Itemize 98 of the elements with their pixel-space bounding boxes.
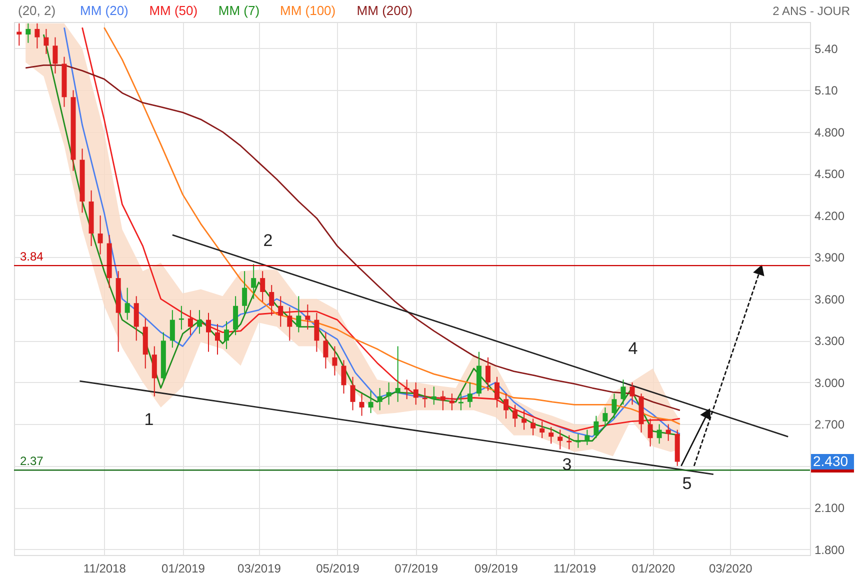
y-tick-label: 3.600 xyxy=(814,292,845,306)
candlestick xyxy=(540,420,545,439)
x-tick-label: 07/2019 xyxy=(394,562,438,576)
ref-line-label: 2.37 xyxy=(20,454,44,468)
candlestick xyxy=(630,382,635,406)
candlestick xyxy=(458,393,464,411)
candlestick xyxy=(584,429,590,446)
candlestick xyxy=(449,393,454,411)
candlestick xyxy=(404,379,410,400)
text: MM (200) xyxy=(356,3,412,18)
candlestick xyxy=(548,426,554,444)
series-label: MM (20) xyxy=(80,3,128,18)
candlestick xyxy=(368,390,374,414)
candlestick xyxy=(124,287,130,320)
candlestick xyxy=(16,22,22,46)
x-tick-label: 01/2019 xyxy=(162,562,206,576)
text: MM (7) xyxy=(218,3,260,18)
candlestick xyxy=(494,376,500,408)
candlestick xyxy=(134,296,139,342)
candlestick xyxy=(467,382,472,408)
candlestick xyxy=(422,388,428,408)
candlestick xyxy=(395,346,400,402)
candlestick xyxy=(34,22,40,49)
candlestick xyxy=(612,393,617,420)
x-tick-label: 05/2019 xyxy=(316,562,360,576)
candlestick xyxy=(377,388,382,411)
candlestick xyxy=(269,284,274,316)
x-tick-label: 09/2019 xyxy=(474,562,518,576)
candlestick xyxy=(242,270,248,314)
candlestick xyxy=(413,382,418,406)
candlestick xyxy=(260,270,266,302)
text: 2 ANS - JOUR xyxy=(772,4,850,18)
candlestick xyxy=(350,376,356,411)
candlestick xyxy=(602,406,608,428)
candlestick xyxy=(52,36,58,74)
y-tick-label: 5.40 xyxy=(814,42,838,56)
ref-line-label: 3.84 xyxy=(20,250,44,264)
y-tick-label: 4.200 xyxy=(814,208,845,223)
y-tick-label: 4.500 xyxy=(814,167,845,182)
y-tick-label: 2.100 xyxy=(814,501,845,516)
y-tick-label: 2.700 xyxy=(814,418,845,432)
candlestick xyxy=(287,306,292,342)
candlestick xyxy=(576,433,581,448)
x-tick-label: 11/2019 xyxy=(554,562,596,576)
x-tick-label: 03/2020 xyxy=(708,562,753,576)
candlestick xyxy=(314,312,320,352)
candlestick xyxy=(278,296,284,328)
text: MM (50) xyxy=(149,3,198,18)
annotation: 3 xyxy=(562,455,572,474)
candlestick xyxy=(648,418,653,447)
x-tick-label: 11/2018 xyxy=(83,562,126,576)
candlestick xyxy=(386,382,392,406)
annotation: 1 xyxy=(144,410,154,429)
x-tick-label: 01/2020 xyxy=(632,562,676,576)
candlestick xyxy=(178,305,184,330)
candlestick xyxy=(512,404,518,428)
annotation: 2 xyxy=(263,231,273,250)
candlestick xyxy=(620,379,626,406)
candlestick xyxy=(305,304,310,330)
candlestick xyxy=(666,424,671,442)
candlestick xyxy=(251,264,256,300)
candlestick xyxy=(233,296,238,336)
candlestick xyxy=(224,320,230,350)
candlestick xyxy=(341,360,346,394)
y-tick-label: 1.800 xyxy=(814,542,845,557)
candlestick xyxy=(188,310,193,336)
candlestick xyxy=(594,415,599,439)
candlestick xyxy=(26,22,31,44)
candlestick xyxy=(504,393,509,420)
y-tick-label: 5.10 xyxy=(814,84,838,98)
text: 2.430 xyxy=(813,453,848,469)
candlestick xyxy=(558,429,563,450)
candlestick xyxy=(296,296,302,333)
text: MM (100) xyxy=(280,3,336,18)
y-tick-label: 3.900 xyxy=(814,250,845,265)
y-tick-label: 3.300 xyxy=(814,334,845,348)
candlestick xyxy=(206,312,211,352)
candlestick xyxy=(44,28,49,55)
candlestick xyxy=(323,332,328,370)
candlestick xyxy=(215,323,220,356)
candlestick xyxy=(359,393,364,416)
candlestick xyxy=(98,214,103,255)
candlestick xyxy=(566,434,572,450)
candlestick xyxy=(530,418,536,436)
candlestick xyxy=(656,424,662,444)
candlestick xyxy=(170,310,175,348)
x-tick-label: 03/2019 xyxy=(238,562,282,576)
y-tick-label: 4.800 xyxy=(814,125,845,140)
candlestick xyxy=(485,356,490,392)
candlestick xyxy=(440,390,446,411)
text: (20, 2) xyxy=(18,3,56,18)
annotation: 5 xyxy=(682,474,692,493)
candlestick xyxy=(196,310,202,334)
candlestick xyxy=(152,346,157,397)
annotation: 4 xyxy=(628,339,638,358)
candlestick xyxy=(522,410,527,430)
y-tick-label: 3.000 xyxy=(814,376,845,390)
candlestick xyxy=(332,346,338,376)
